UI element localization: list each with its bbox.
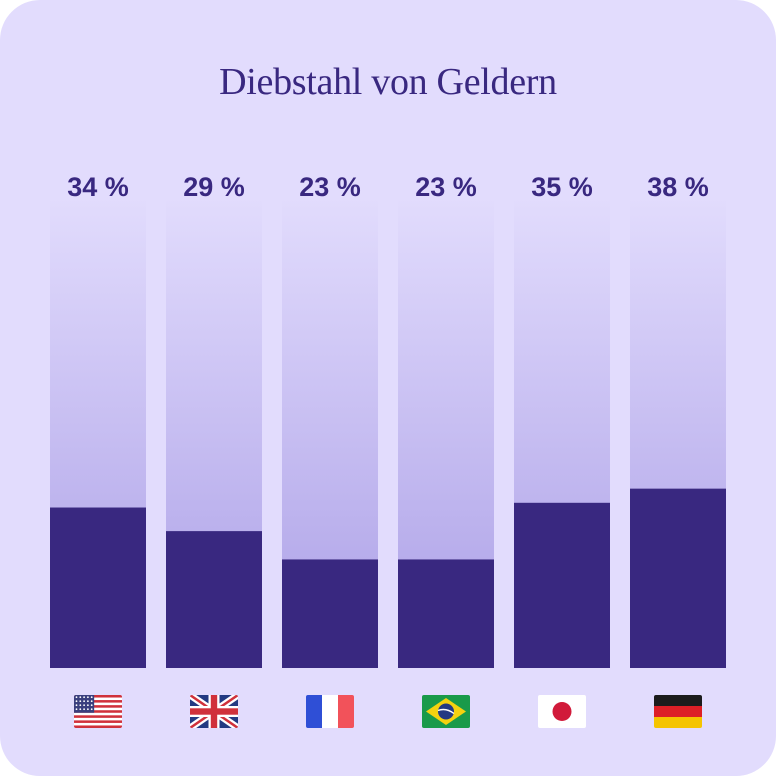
bar-value-label: 29 %	[183, 172, 245, 202]
bar-us	[50, 507, 146, 668]
chart-title: Diebstahl von Geldern	[219, 61, 557, 103]
bar-value-label: 38 %	[647, 172, 709, 202]
uk-flag-icon	[190, 695, 238, 728]
bar-japan	[514, 502, 610, 668]
us-flag-icon	[74, 695, 122, 728]
bar-france	[282, 559, 378, 668]
bar-value-label: 23 %	[299, 172, 361, 202]
bar-uk	[166, 531, 262, 668]
germany-flag-icon	[654, 695, 702, 728]
bar-brazil	[398, 559, 494, 668]
bar-value-label: 35 %	[531, 172, 593, 202]
france-flag-icon	[306, 695, 354, 728]
japan-flag-icon	[538, 695, 586, 728]
bar-germany	[630, 488, 726, 668]
bar-value-label: 23 %	[415, 172, 477, 202]
bar-value-label: 34 %	[67, 172, 129, 202]
brazil-flag-icon	[422, 695, 470, 728]
